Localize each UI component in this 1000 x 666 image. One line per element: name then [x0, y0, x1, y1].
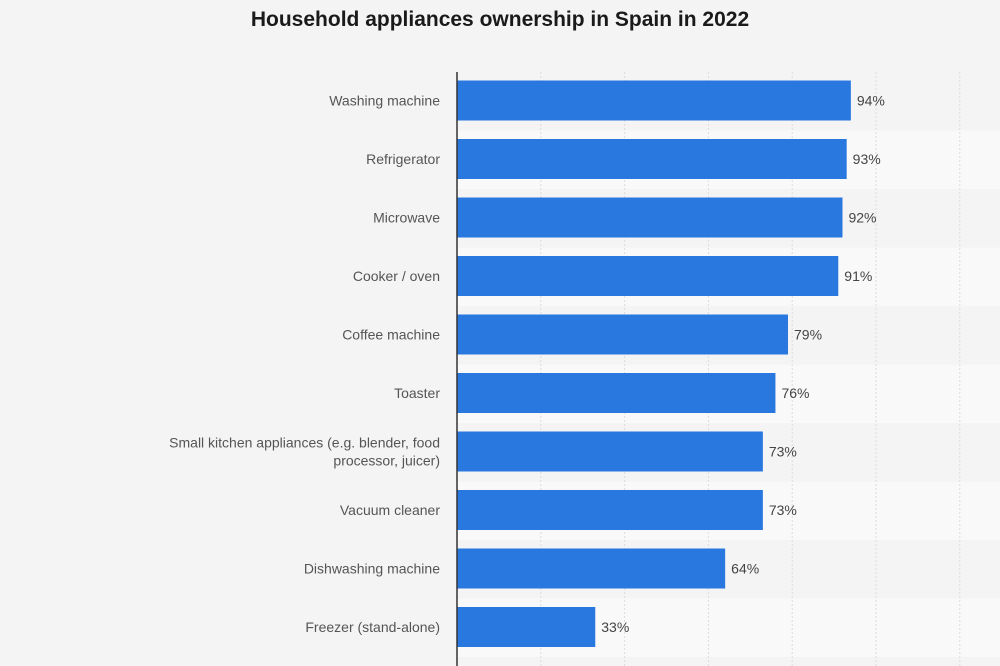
- bar: [457, 314, 789, 355]
- bar: [457, 256, 839, 296]
- category-label: Dishwashing machine: [304, 561, 440, 577]
- gridlines: [540, 72, 961, 666]
- category-label: Coffee machine: [342, 327, 440, 343]
- bar: [457, 548, 726, 589]
- value-label: 64%: [731, 561, 759, 577]
- value-label: 33%: [601, 619, 629, 635]
- bar: [457, 139, 847, 179]
- category-label: Washing machine: [329, 93, 440, 109]
- bars: [457, 80, 851, 647]
- bar: [457, 197, 843, 238]
- category-label: Refrigerator: [366, 151, 440, 167]
- category-label: Cooker / oven: [353, 268, 440, 284]
- value-labels: 94% 93% 92% 91% 79% 76% 73% 73% 64% 33%: [601, 93, 885, 636]
- value-label: 92%: [848, 210, 876, 226]
- value-label: 76%: [781, 385, 809, 401]
- bar: [457, 607, 596, 647]
- bar: [457, 431, 763, 472]
- category-label: Toaster: [394, 385, 440, 401]
- bar: [457, 373, 776, 413]
- value-label: 91%: [844, 268, 872, 284]
- value-label: 73%: [769, 444, 797, 460]
- category-label: Microwave: [373, 210, 440, 226]
- category-label: Vacuum cleaner: [340, 502, 440, 518]
- chart-title: Household appliances ownership in Spain …: [250, 8, 750, 31]
- category-label: Freezer (stand-alone): [305, 619, 440, 635]
- value-label: 79%: [794, 327, 822, 343]
- bar: [457, 80, 851, 121]
- value-label: 94%: [857, 93, 885, 109]
- category-labels: Washing machine Refrigerator Microwave Cook…: [169, 93, 440, 636]
- value-label: 93%: [853, 151, 881, 167]
- category-label: Small kitchen appliances (e.g. blender, …: [169, 435, 440, 469]
- value-label: 73%: [769, 502, 797, 518]
- bar: [457, 490, 763, 530]
